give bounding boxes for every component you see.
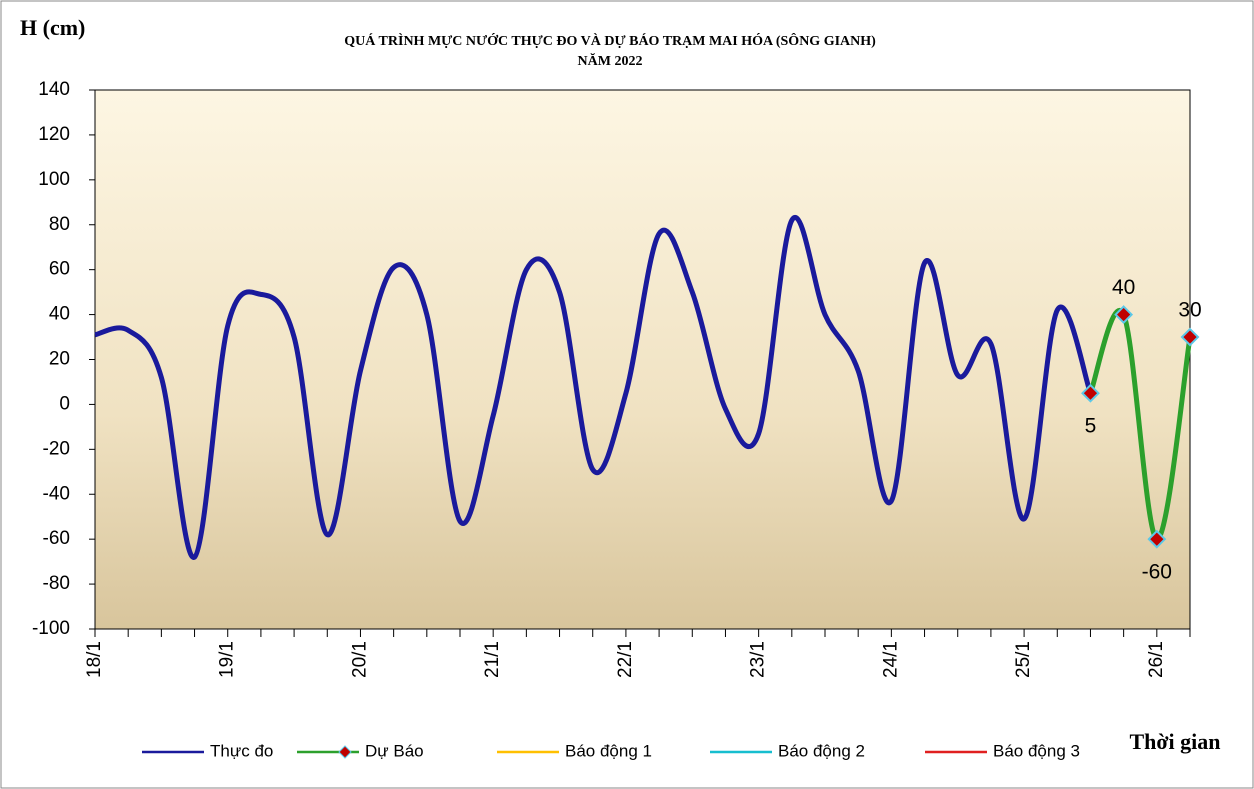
x-tick-label: 21/1 [482,641,503,678]
x-tick-label: 23/1 [748,641,769,678]
series-line [94,214,1093,560]
data-label: 5 [1085,415,1097,438]
y-tick-label: -80 [43,573,70,594]
chart-subtitle: NĂM 2022 [578,52,643,69]
marker [1081,383,1100,403]
y-tick-label: 0 [59,393,70,414]
x-tick-label: 26/1 [1146,641,1167,678]
x-tick-label: 24/1 [880,641,901,678]
y-tick-label: -40 [43,483,70,504]
x-tick-label: 25/1 [1013,641,1034,678]
x-tick-label: 20/1 [349,641,370,678]
y-axis-title: H (cm) [20,15,85,40]
y-tick-label: -20 [43,438,70,459]
legend-marker [338,745,352,759]
chart-title: QUÁ TRÌNH MỰC NƯỚC THỰC ĐO VÀ DỰ BÁO TRẠ… [344,32,876,49]
data-label: 30 [1178,299,1201,322]
marker [1147,529,1167,549]
marker [1180,327,1200,347]
marker [1114,305,1134,324]
x-tick-label: 18/1 [84,641,105,678]
y-tick-label: -60 [43,528,70,549]
y-tick-label: 140 [38,79,70,100]
legend-label: Báo động 3 [993,741,1080,760]
y-tick-label: -100 [32,618,70,639]
legend-label: Báo động 1 [565,741,652,760]
data-label: -60 [1142,561,1172,584]
legend-label: Dự Báo [365,741,424,760]
y-tick-label: 60 [49,259,70,280]
plot-area [94,89,1191,630]
legend-label: Báo động 2 [778,741,865,760]
data-label: 40 [1112,276,1135,299]
y-tick-label: 120 [38,124,70,145]
y-tick-label: 40 [49,304,70,325]
legend-label: Thực đo [210,741,273,760]
x-tick-label: 19/1 [217,641,238,678]
y-tick-label: 20 [49,349,70,370]
y-tick-label: 100 [38,169,70,190]
y-tick-label: 80 [49,214,70,235]
x-axis-title: Thời gian [1129,729,1220,754]
x-tick-label: 22/1 [615,641,636,678]
series-line [1088,308,1193,542]
